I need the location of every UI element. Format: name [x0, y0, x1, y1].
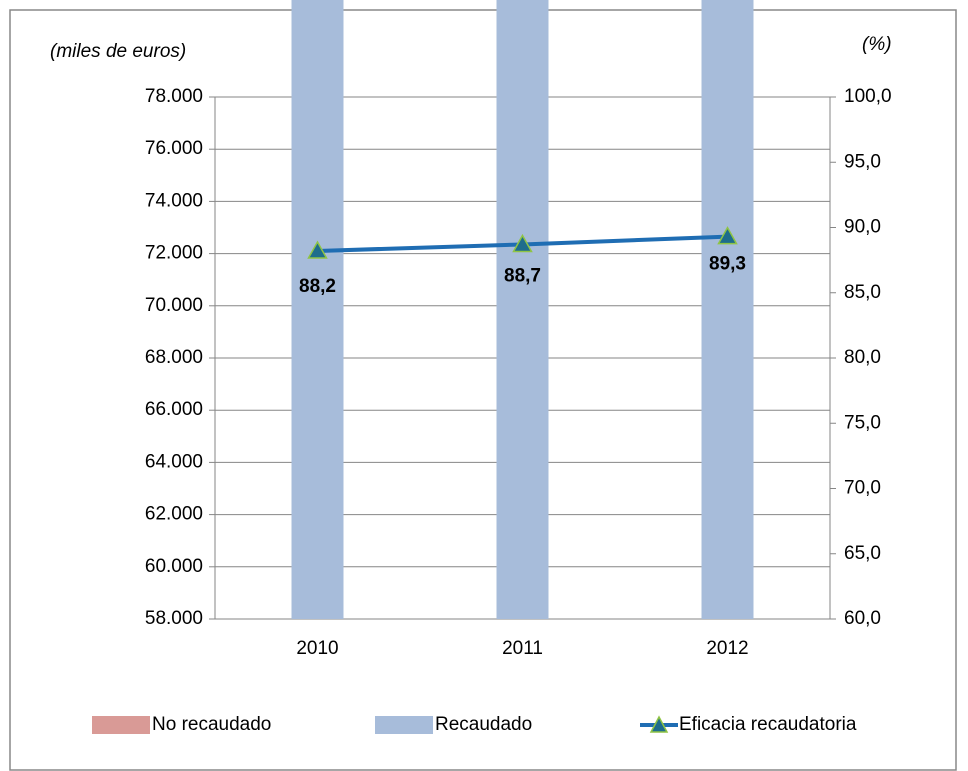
- y2-tick-label: 60,0: [844, 608, 881, 629]
- legend-swatch: [375, 716, 433, 734]
- data-label: 88,7: [504, 265, 541, 286]
- y-tick-label: 60.000: [145, 556, 203, 577]
- y2-tick-label: 80,0: [844, 347, 881, 368]
- y-axis-title: (miles de euros): [50, 41, 186, 62]
- x-tick-label: 2012: [706, 638, 748, 659]
- y-tick-label: 58.000: [145, 608, 203, 629]
- y2-tick-label: 95,0: [844, 151, 881, 172]
- data-label: 88,2: [299, 276, 336, 297]
- y-tick-label: 70.000: [145, 295, 203, 316]
- y-tick-label: 64.000: [145, 451, 203, 472]
- legend-label: Eficacia recaudatoria: [679, 714, 857, 735]
- line-marker: [512, 233, 533, 253]
- y-tick-label: 62.000: [145, 504, 203, 525]
- bar: [291, 0, 344, 619]
- y-tick-label: 68.000: [145, 347, 203, 368]
- bar: [496, 0, 549, 619]
- chart-frame: [9, 9, 957, 771]
- y2-tick-label: 65,0: [844, 543, 881, 564]
- legend-swatch: [92, 716, 150, 734]
- line-marker: [307, 240, 328, 259]
- y2-tick-label: 85,0: [844, 282, 881, 303]
- y2-tick-label: 75,0: [844, 412, 881, 433]
- line-marker: [717, 226, 738, 245]
- x-tick-label: 2011: [502, 638, 543, 659]
- x-tick-label: 2010: [296, 638, 338, 659]
- y2-tick-label: 70,0: [844, 478, 881, 499]
- y-tick-label: 72.000: [145, 243, 203, 264]
- data-label: 89,3: [709, 254, 746, 275]
- y2-tick-label: 90,0: [844, 217, 881, 238]
- y-tick-label: 76.000: [145, 138, 203, 159]
- y-tick-label: 66.000: [145, 399, 203, 420]
- y-tick-label: 74.000: [145, 190, 203, 211]
- legend-marker: [649, 715, 669, 733]
- bar: [701, 0, 754, 619]
- y-tick-label: 78.000: [145, 86, 203, 107]
- y2-tick-label: 100,0: [844, 86, 892, 107]
- y2-axis-title: (%): [862, 34, 892, 55]
- legend-label: No recaudado: [152, 714, 271, 735]
- legend-label: Recaudado: [435, 714, 532, 735]
